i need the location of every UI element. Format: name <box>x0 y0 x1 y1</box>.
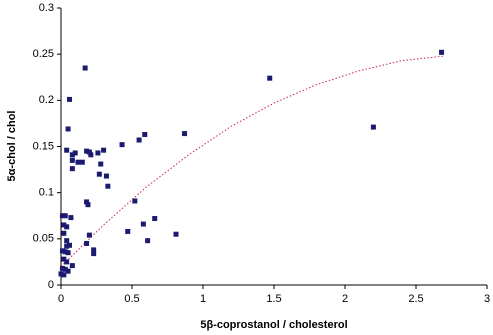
point <box>142 131 148 137</box>
point <box>64 224 70 230</box>
point <box>58 271 64 277</box>
point <box>140 221 146 227</box>
point <box>67 242 73 248</box>
point <box>132 198 138 204</box>
point <box>136 137 142 143</box>
trend-line <box>60 55 445 267</box>
point <box>79 159 85 165</box>
point <box>125 228 131 234</box>
point <box>61 272 67 278</box>
point <box>59 213 65 219</box>
point <box>84 148 90 154</box>
point <box>84 199 90 205</box>
y-tick-label: 0.2 <box>39 94 54 106</box>
x-tick-label: 2.5 <box>408 293 423 305</box>
point <box>72 150 78 156</box>
point <box>61 230 67 236</box>
y-tick-label: 0.05 <box>33 233 54 245</box>
point <box>173 231 179 237</box>
point <box>69 152 75 158</box>
point <box>105 183 111 189</box>
point <box>67 96 73 102</box>
point <box>59 265 65 271</box>
point <box>65 250 71 256</box>
y-tick-label: 0.1 <box>39 187 54 199</box>
point <box>69 166 75 172</box>
y-tick-label: 0.3 <box>39 2 54 14</box>
point <box>62 266 68 272</box>
point <box>85 202 91 208</box>
y-tick-label: 0.15 <box>33 140 54 152</box>
point <box>86 149 92 155</box>
point <box>65 126 71 132</box>
point <box>62 249 68 255</box>
point <box>370 124 376 130</box>
x-tick-label: 3 <box>484 293 490 305</box>
point <box>152 216 158 222</box>
point <box>182 131 188 137</box>
point <box>96 171 102 177</box>
x-tick-label: 0 <box>58 293 64 305</box>
x-tick-label: 2 <box>342 293 348 305</box>
point <box>64 259 70 265</box>
point <box>84 240 90 246</box>
x-axis-label: 5β-coprostanol / cholesterol <box>200 319 347 331</box>
point <box>145 238 151 244</box>
y-tick-label: 0 <box>48 279 54 291</box>
x-tick-label: 1.5 <box>266 293 281 305</box>
point <box>64 243 70 249</box>
point <box>64 238 70 244</box>
point <box>103 173 109 179</box>
point <box>68 215 74 221</box>
point <box>65 268 71 274</box>
point <box>95 150 101 156</box>
point <box>69 263 75 269</box>
point <box>61 222 67 228</box>
point <box>91 251 97 257</box>
point <box>69 157 75 163</box>
point <box>91 247 97 253</box>
point <box>64 147 70 153</box>
point <box>267 75 273 81</box>
point <box>75 159 81 165</box>
point <box>62 213 68 219</box>
x-tick-label: 1 <box>200 293 206 305</box>
point <box>119 142 125 148</box>
point <box>98 161 104 167</box>
x-tick-label: 0.5 <box>124 293 139 305</box>
point <box>439 49 445 55</box>
point <box>59 248 65 254</box>
point <box>86 232 92 238</box>
y-tick-label: 0.25 <box>33 48 54 60</box>
point <box>88 152 94 158</box>
y-axis-label: 5α-chol / chol <box>6 111 18 182</box>
point <box>82 65 88 71</box>
point <box>101 147 107 153</box>
point <box>61 256 67 262</box>
